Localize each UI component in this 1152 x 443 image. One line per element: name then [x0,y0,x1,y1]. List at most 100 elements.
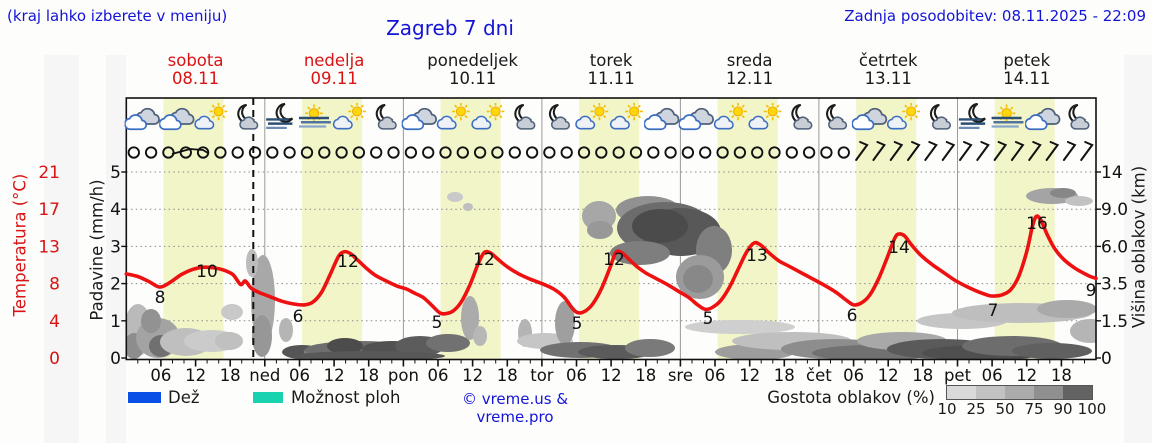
cloud-blob [221,304,243,320]
precip-tick-value: 4 [110,200,121,220]
precip-tick-value: 2 [110,275,121,295]
wind-calm-icon [508,146,521,159]
x-tick-label: 06 [150,366,171,385]
temp-label: 9 [1086,281,1097,301]
wind-calm-icon [802,146,816,159]
moon-cloud-icon [515,105,534,129]
bg-strip-right [1124,55,1152,443]
clouds-icon [679,109,713,130]
x-tick-label: tor [530,366,554,385]
page-title: Zagreb 7 dni [386,16,514,40]
wind-barb-icon [959,141,973,161]
copyright-link[interactable]: © vreme.us & vreme.pro [461,390,569,426]
cloud-blob [327,338,363,354]
cloud-density-scale-value: 50 [995,400,1015,418]
wind-calm-icon [162,146,175,159]
temp-tick-value: 8 [49,275,60,295]
wind-calm-icon [456,146,469,159]
wind-calm-icon [352,146,366,159]
wind-calm-icon [820,146,833,159]
menu-hint-text: (kraj lahko izberete v meniju) [7,7,228,25]
wind-calm-icon [196,146,210,159]
cloud-height-tick-value: 9.0 [1101,200,1128,220]
moon-fog-icon [266,104,292,128]
moon-fog-icon [959,104,985,128]
clouds-icon [644,109,678,130]
rain-legend-label: Dež [168,388,200,407]
daylight-band [302,98,363,360]
day-header-name: torek [589,51,633,70]
cloud-height-tick-value: 1.5 [1101,312,1128,332]
day-header-name: nedelja [303,51,365,70]
cloud-density-scale-value: 75 [1024,400,1044,418]
wind-streak-icon [171,148,209,155]
cloud-density-scale-value: 25 [966,400,986,418]
cloud-blob [141,309,161,333]
precip-tick-value: 3 [110,237,121,257]
cloud-blob [1050,188,1076,198]
shower-legend-swatch [253,392,283,403]
wind-calm-icon [543,146,556,159]
cloud-density-scale-value: 100 [1077,400,1107,418]
day-header-date: 09.11 [310,69,358,88]
wind-calm-icon [387,146,400,159]
wind-calm-icon [629,146,643,159]
cloud-density-scale [946,385,1093,400]
cloud-height-tick-value: 14 [1101,163,1123,183]
x-tick-label: 06 [705,366,726,385]
x-tick-label: 06 [289,366,310,385]
wind-calm-icon [370,146,383,159]
cloud-height-tick-value: 0 [1101,349,1112,369]
x-tick-label: pet [944,366,972,385]
last-update-text: Zadnja posodobitev: 08.11.2025 - 22:09 [844,7,1146,25]
wind-calm-icon [612,146,625,159]
cloud-density-scale-step [976,386,1005,399]
temp-label: 5 [703,309,714,329]
wind-calm-icon [266,146,279,159]
x-tick-label: 12 [739,366,760,385]
wind-calm-icon [473,146,487,159]
clouds-icon [125,109,159,130]
x-tick-label: 18 [220,366,241,385]
temp-label: 5 [432,313,443,333]
cloud-blob [625,339,675,357]
temp-label: 6 [293,307,304,327]
temp-label: 10 [196,262,218,282]
temp-tick-value: 4 [49,312,60,332]
wind-barb-icon [976,141,990,161]
wind-calm-icon [681,146,695,159]
cloud-blob [215,332,243,350]
day-header-name: ponedeljek [427,51,518,70]
wind-calm-icon [231,146,244,159]
x-tick-label: 18 [912,366,933,385]
bg-strip-left-2 [106,55,126,443]
wind-calm-icon [439,146,452,159]
cloud-height-tick-value: 6.0 [1101,237,1128,257]
wind-calm-icon [404,146,418,159]
cloud-blob [1065,196,1093,206]
wind-calm-icon [300,146,314,159]
wind-calm-icon [716,146,729,159]
cloud-blob [1037,300,1097,318]
wind-calm-icon [837,146,850,159]
moon-cloud-icon [1069,105,1088,129]
moon-cloud-icon [827,105,846,129]
x-tick-label: 12 [1016,366,1037,385]
wind-barb-icon [889,141,904,161]
temp-label: 5 [572,314,583,334]
cloud-density-scale-value: 90 [1053,400,1073,418]
day-header-date: 12.11 [726,69,774,88]
cloud-blob [279,318,293,342]
temp-label: 16 [1026,214,1048,234]
cloud-blob [473,326,487,346]
wind-calm-icon [335,146,348,159]
wind-barb-icon [907,141,921,161]
precip-tick-value: 5 [110,163,121,183]
cloud-blob [587,221,613,239]
cloud-density-scale-value: 10 [937,400,957,418]
x-tick-label: pon [388,366,419,385]
x-tick-label: čet [806,366,832,385]
cloud-blob [685,320,795,334]
cloud-density-scale-step [947,386,976,399]
temp-label: 6 [847,306,858,326]
